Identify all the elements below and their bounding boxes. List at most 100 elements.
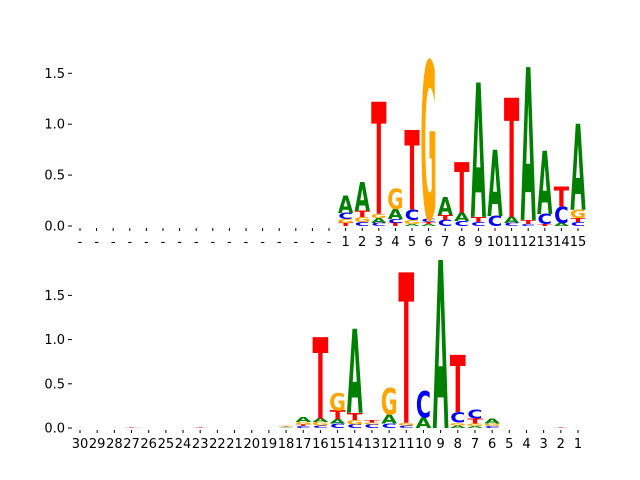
- logo-letter-c: C: [405, 208, 420, 224]
- x-tick-label: 17: [295, 437, 312, 452]
- logo-letter-c: C: [355, 221, 370, 228]
- logo-letter-c: C: [313, 425, 328, 429]
- logo-letter-g: G: [354, 215, 370, 223]
- logo-letter-g: G: [387, 183, 403, 215]
- x-tick-label: -: [244, 235, 249, 250]
- x-tick-label: -: [127, 235, 132, 250]
- logo-letter-g: G: [329, 389, 346, 417]
- logo-letter-a: A: [278, 427, 295, 428]
- logo-letter-t: T: [450, 339, 466, 431]
- logo-letter-a: A: [388, 207, 404, 223]
- logo-letter-a: A: [381, 412, 397, 426]
- logo-letter-a: A: [347, 306, 363, 441]
- x-tick-label: -: [194, 235, 199, 250]
- logo-letter-t: T: [347, 412, 364, 423]
- logo-letter-a: A: [416, 416, 432, 432]
- logo-letter-g: G: [484, 423, 501, 427]
- x-tick-label: -: [78, 235, 83, 250]
- logo-letter-t: T: [471, 216, 487, 224]
- logo-letter-t: T: [371, 71, 386, 250]
- x-tick-label: 3: [375, 235, 383, 250]
- logo-letter-c: C: [388, 218, 403, 225]
- logo-letter-c: C: [421, 218, 436, 223]
- y-tick-label: 1.5: [44, 289, 65, 304]
- bottom-logo-panel: 0.00.51.01.530 29 28 27 26 25 24 23 22 21 20 19 18 17…: [44, 214, 582, 480]
- x-tick-label: 9: [436, 437, 444, 452]
- logo-letter-g: G: [337, 218, 353, 225]
- logo-letter-g: G: [364, 422, 381, 425]
- logo-letter-c: C: [488, 214, 503, 230]
- y-tick-label: 0.5: [44, 169, 65, 184]
- x-tick-label: -: [260, 235, 265, 250]
- x-tick-label: 20: [243, 437, 260, 452]
- logo-letter-a: A: [330, 418, 346, 425]
- x-tick-label: 1: [341, 235, 349, 250]
- logo-letter-c: C: [571, 221, 586, 228]
- logo-letter-a: A: [554, 222, 569, 227]
- logo-letter-c: C: [347, 423, 362, 429]
- logo-letter-t: T: [295, 424, 312, 427]
- logo-letter-t: T: [398, 232, 414, 472]
- logo-letter-g: G: [295, 421, 312, 425]
- logo-letter-g: G: [449, 422, 466, 426]
- logo-letter-a: A: [404, 224, 419, 227]
- logo-letter-g: G: [346, 419, 363, 426]
- logo-letter-c: C: [471, 221, 486, 228]
- x-tick-label: 27: [123, 437, 140, 452]
- logo-letter-a: A: [295, 415, 311, 424]
- y-tick-label: 1.0: [44, 118, 65, 133]
- x-tick-label: 10: [487, 235, 504, 250]
- logo-letter-t: T: [467, 417, 483, 425]
- x-tick-label: 9: [474, 235, 482, 250]
- logo-letter-a: A: [421, 224, 436, 227]
- logo-letter-g: G: [312, 421, 329, 427]
- y-tick-label: 0.0: [44, 220, 65, 235]
- x-tick-label: -: [293, 235, 298, 250]
- logo-letter-t: T: [504, 66, 519, 257]
- x-tick-label: 11: [503, 235, 520, 250]
- x-tick-label: 14: [553, 235, 570, 250]
- logo-letter-t: T: [124, 427, 141, 428]
- x-tick-label: -: [277, 235, 282, 250]
- logo-letter-a: A: [487, 133, 502, 238]
- logo-letter-t: T: [364, 419, 381, 423]
- logo-letter-a: A: [313, 418, 330, 424]
- x-tick-label: 2: [358, 235, 366, 250]
- logo-letter-g: G: [398, 422, 415, 426]
- logo-letter-g: G: [278, 425, 295, 426]
- logo-letter-g: G: [570, 207, 586, 220]
- logo-letter-a: A: [355, 175, 370, 220]
- logo-letter-g: G: [371, 213, 387, 220]
- logo-letter-c: C: [296, 426, 311, 429]
- logo-letter-a: A: [471, 45, 486, 260]
- logo-letter-t: T: [438, 214, 454, 222]
- top-logo-panel: 0.00.51.01.5- - - - - - - - - - - - - - - -1 2 3 4 5 6 7 8 9 10 1…: [44, 19, 587, 271]
- x-tick-label: 11: [398, 437, 415, 452]
- x-tick-label: 3: [540, 437, 548, 452]
- logo-letter-a: A: [371, 217, 387, 225]
- x-tick-label: -: [144, 235, 149, 250]
- logo-letter-c: C: [467, 407, 482, 421]
- x-tick-label: 1: [574, 437, 582, 452]
- logo-letter-a: A: [537, 134, 552, 235]
- x-tick-label: 13: [537, 235, 554, 250]
- logo-letter-c: C: [485, 426, 500, 429]
- x-tick-label: -: [310, 235, 315, 250]
- x-tick-label: -: [111, 235, 116, 250]
- x-tick-label: 8: [454, 437, 462, 452]
- x-tick-label: 13: [364, 437, 381, 452]
- logo-letter-t: T: [554, 181, 570, 213]
- logo-letter-t: T: [330, 409, 346, 423]
- x-tick-label: 29: [89, 437, 106, 452]
- x-tick-label: 6: [488, 437, 496, 452]
- logo-letter-t: T: [355, 209, 371, 219]
- y-tick-label: 1.0: [44, 333, 65, 348]
- logo-letter-t: T: [537, 223, 552, 226]
- y-tick-label: 0.0: [44, 422, 65, 437]
- logo-letter-c: C: [504, 222, 519, 227]
- x-tick-label: -: [177, 235, 182, 250]
- x-tick-label: 26: [140, 437, 157, 452]
- logo-letter-a: A: [570, 101, 585, 238]
- x-tick-label: -: [327, 235, 332, 250]
